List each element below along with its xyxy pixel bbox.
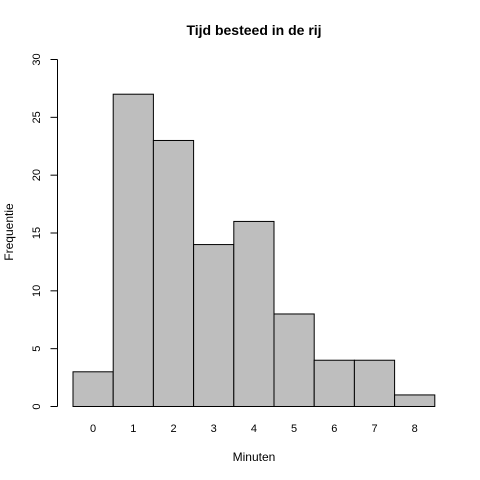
y-tick-label: 20 xyxy=(31,169,43,181)
bar-0 xyxy=(72,371,114,407)
bar-8 xyxy=(394,394,436,407)
bar-3 xyxy=(193,244,235,407)
bar-2 xyxy=(152,139,195,407)
y-axis: 0 5 10 15 20 25 30 xyxy=(31,53,58,410)
bars-group xyxy=(72,93,436,408)
chart-title: Tijd besteed in de rij xyxy=(186,22,321,38)
bar-4 xyxy=(233,220,275,407)
bar-1 xyxy=(112,93,154,407)
x-tick-label: 8 xyxy=(412,423,418,435)
x-tick-label: 5 xyxy=(291,423,297,435)
bar-5 xyxy=(273,313,315,407)
y-tick-label: 15 xyxy=(31,227,43,239)
y-tick-label: 25 xyxy=(31,111,43,123)
bar-6 xyxy=(313,359,355,408)
y-axis-label: Frequentie xyxy=(2,203,16,261)
y-tick-label: 0 xyxy=(31,403,43,409)
x-tick-label: 7 xyxy=(371,423,377,435)
x-tick-label: 0 xyxy=(90,423,96,435)
x-tick-label: 3 xyxy=(211,423,217,435)
x-axis-label: Minuten xyxy=(233,450,276,464)
y-tick-label: 30 xyxy=(31,53,43,65)
bar-7 xyxy=(353,359,396,408)
x-tick-labels: 0 1 2 3 4 5 6 7 8 xyxy=(90,423,418,435)
x-tick-label: 4 xyxy=(251,423,257,435)
y-tick-label: 5 xyxy=(31,346,43,352)
x-tick-label: 2 xyxy=(170,423,176,435)
x-tick-label: 6 xyxy=(331,423,337,435)
x-tick-label: 1 xyxy=(130,423,136,435)
y-tick-label: 10 xyxy=(31,285,43,297)
